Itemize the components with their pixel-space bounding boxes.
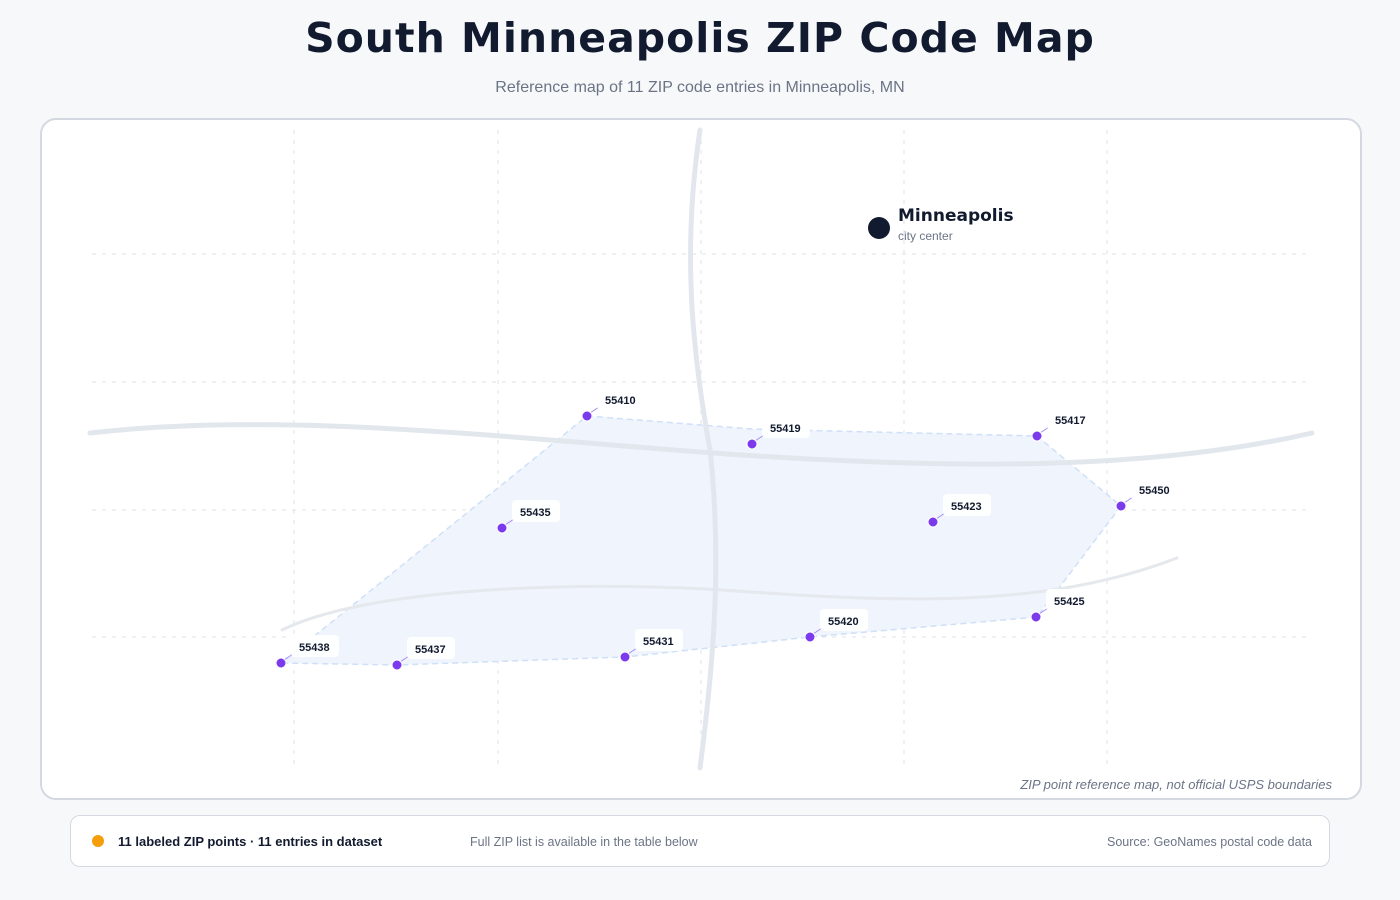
zip-label-background [635,629,683,651]
zip-marker-dot[interactable] [581,410,593,422]
zip-label-background [512,500,560,522]
zip-leader-line [589,406,600,414]
zip-leader-line [399,655,410,663]
zip-label: 55420 [828,616,859,628]
zip-marker-dot[interactable] [391,659,403,671]
zip-label: 55423 [951,501,982,513]
zip-label: 55450 [1139,485,1170,497]
zip-leader-line [812,627,823,635]
road-east-west [87,422,1315,467]
map-roads [87,127,1315,771]
zip-leader-line [1039,426,1050,434]
zip-leader-line [1123,496,1134,504]
map-panel[interactable]: Minneapolis city center 55410 55419 55417 5… [40,118,1362,800]
map-canvas[interactable]: Minneapolis city center 5541055419554175… [42,120,1360,798]
zip-leader-line [1038,607,1049,615]
zip-label-background [762,416,810,438]
zip-point-55410[interactable]: 55410 [581,388,645,422]
city-marker-dot [868,217,890,239]
page-title: South Minneapolis ZIP Code Map [305,14,1095,62]
city-marker[interactable]: Minneapolis city center [868,206,1014,243]
zip-point-55419[interactable]: 55419 [746,416,810,450]
zip-label: 55437 [415,644,446,656]
zip-label-background [1047,408,1095,430]
road-north-south [688,127,719,771]
zip-point-55450[interactable]: 55450 [1115,478,1179,512]
zip-label-background [1046,589,1094,611]
zip-points-layer: 55410 55419 55417 55450 55435 55423 55425 55420… [275,388,1179,671]
zip-marker-dot[interactable] [927,516,939,528]
page-subtitle: Reference map of 11 ZIP code entries in … [495,79,905,96]
zip-marker-dot[interactable] [619,651,631,663]
zip-leader-line [935,512,946,520]
zip-label-background [407,637,455,659]
zip-marker-dot[interactable] [275,657,287,669]
zip-label: 55438 [299,642,330,654]
zip-leader-line [627,647,638,655]
zip-marker-dot[interactable] [1031,430,1043,442]
zip-label: 55419 [770,423,801,435]
zip-label-background [820,609,868,631]
zip-label-background [1131,478,1179,500]
zip-label-background [291,635,339,657]
zip-label-background [597,388,645,410]
zip-leader-line [754,434,765,442]
zip-point-55423[interactable]: 55423 [927,494,991,528]
zip-label-background [943,494,991,516]
city-caption-label: city center [898,229,953,243]
zip-point-55425[interactable]: 55425 [1030,589,1094,623]
zip-label: 55410 [605,395,636,407]
legend-count-text: 11 labeled ZIP points · 11 entries in da… [118,834,383,849]
zip-marker-dot[interactable] [496,522,508,534]
zip-point-55438[interactable]: 55438 [275,635,339,669]
zip-label: 55431 [643,636,674,648]
legend-source-text: Source: GeoNames postal code data [1107,835,1312,849]
zip-marker-dot[interactable] [1030,611,1042,623]
zip-leader-line [283,653,294,661]
zip-label: 55417 [1055,415,1086,427]
zip-point-55435[interactable]: 55435 [496,500,560,534]
city-name-label: Minneapolis [898,206,1014,226]
zip-point-55431[interactable]: 55431 [619,629,683,663]
zip-label: 55425 [1054,596,1085,608]
zip-marker-dot[interactable] [746,438,758,450]
zip-point-55417[interactable]: 55417 [1031,408,1095,442]
zip-label: 55435 [520,507,551,519]
map-disclaimer: ZIP point reference map, not official US… [1020,777,1332,792]
zip-coverage-area [278,415,1123,666]
zip-point-55420[interactable]: 55420 [804,609,868,643]
zip-leader-line [504,518,515,526]
zip-marker-dot[interactable] [804,631,816,643]
zip-marker-dot[interactable] [1115,500,1127,512]
legend-dot-icon [92,835,104,847]
legend-bar: 11 labeled ZIP points · 11 entries in da… [70,815,1330,867]
legend-note-text: Full ZIP list is available in the table … [470,835,698,849]
zip-point-55437[interactable]: 55437 [391,637,455,671]
road-southern [280,556,1179,632]
